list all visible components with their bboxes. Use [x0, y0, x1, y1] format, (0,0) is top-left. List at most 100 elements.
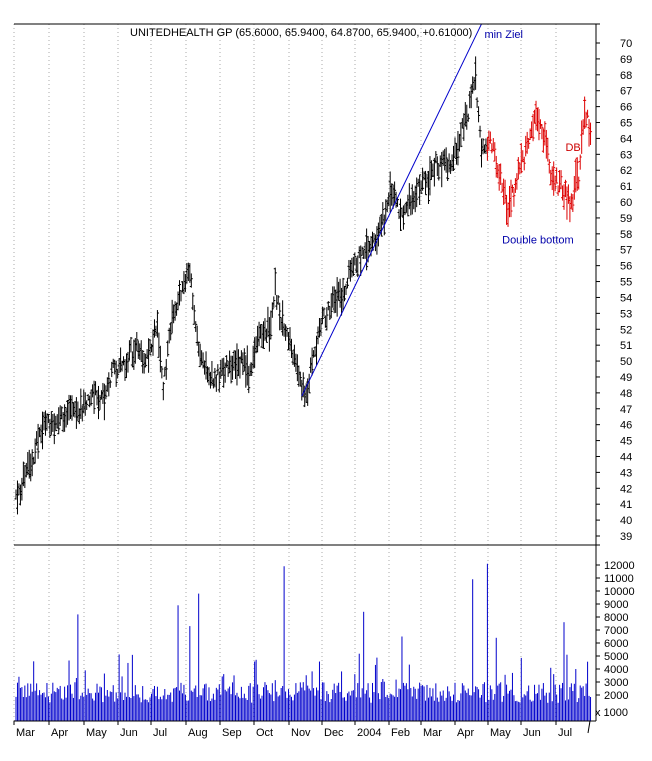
ohlc-bar: [475, 97, 479, 108]
ohlc-bar: [515, 173, 519, 190]
ohlc-bar: [36, 423, 40, 459]
ohlc-bar: [104, 385, 108, 400]
price-tick-label: 70: [620, 38, 632, 50]
price-tick-label: 53: [620, 308, 632, 320]
ohlc-bar: [341, 277, 345, 312]
ohlc-bar: [328, 305, 332, 320]
volume-tick-label: 5000: [604, 651, 628, 663]
ohlc-bar: [477, 106, 481, 123]
price-tick-label: 58: [620, 229, 632, 241]
ohlc-bar: [141, 350, 145, 374]
ohlc-bar: [577, 176, 581, 190]
ohlc-bar: [79, 388, 83, 419]
ohlc-bar: [499, 163, 503, 185]
price-tick-label: 67: [620, 86, 632, 98]
price-bars: [14, 56, 593, 515]
ohlc-bar: [49, 411, 53, 435]
month-label: Jun: [523, 727, 541, 739]
price-tick-label: 46: [620, 420, 632, 432]
ohlc-bar: [559, 170, 563, 190]
ohlc-bar: [129, 336, 133, 353]
month-label: Dec: [324, 727, 344, 739]
ohlc-bar: [126, 351, 130, 373]
price-tick-label: 60: [620, 197, 632, 209]
ohlc-bar: [214, 374, 218, 392]
ohlc-bar: [197, 341, 201, 357]
price-tick-label: 47: [620, 404, 632, 416]
ohlc-bar: [89, 389, 93, 406]
ohlc-bar: [586, 109, 590, 119]
volume-bars: [15, 563, 592, 721]
ohlc-bar: [144, 353, 148, 368]
ohlc-bar: [490, 143, 494, 154]
ohlc-bar: [512, 188, 516, 207]
month-label: Apr: [457, 727, 474, 739]
month-label: Nov: [291, 727, 311, 739]
support-trendline: [301, 23, 482, 397]
ohlc-bar: [543, 121, 547, 146]
ohlc-bar: [48, 418, 52, 438]
volume-tick-label: 12000: [604, 560, 635, 572]
ohlc-bar: [466, 113, 470, 122]
ohlc-bar: [270, 302, 274, 318]
ohlc-bar: [589, 122, 593, 145]
ohlc-bar: [493, 142, 497, 162]
price-tick-label: 64: [620, 133, 632, 145]
ohlc-bar: [194, 321, 198, 332]
ohlc-bar: [435, 156, 439, 177]
price-tick-label: 65: [620, 118, 632, 130]
month-label: Apr: [51, 727, 68, 739]
month-label: Mar: [423, 727, 442, 739]
price-tick-label: 66: [620, 102, 632, 114]
month-label: Jul: [558, 727, 572, 739]
ohlc-bar: [108, 379, 112, 388]
ohlc-bar: [415, 177, 419, 208]
ohlc-bar: [456, 130, 460, 166]
volume-tick-label: 3000: [604, 677, 628, 689]
ohlc-bar: [272, 296, 276, 308]
price-tick-label: 61: [620, 181, 632, 193]
price-tick-label: 59: [620, 213, 632, 225]
ohlc-bar: [158, 345, 162, 373]
ohlc-bar: [284, 324, 288, 341]
ohlc-bar: [102, 383, 106, 421]
price-tick-label: 51: [620, 340, 632, 352]
price-tick-label: 45: [620, 436, 632, 448]
month-label: Sep: [222, 727, 242, 739]
month-label: Jun: [120, 727, 138, 739]
ohlc-bar: [155, 310, 159, 338]
price-tick-label: 39: [620, 531, 632, 543]
ohlc-bar: [575, 157, 579, 191]
ohlc-bar: [229, 355, 233, 384]
ohlc-bar: [459, 122, 463, 148]
ohlc-bar: [310, 347, 314, 376]
ohlc-bar: [571, 194, 575, 213]
ohlc-bar: [421, 167, 425, 191]
ohlc-bar: [116, 369, 120, 379]
chart-annotation: min Ziel: [484, 29, 523, 41]
price-tick-label: 44: [620, 451, 632, 463]
ohlc-bar: [30, 449, 34, 477]
ohlc-bar: [494, 155, 498, 178]
volume-tick-label: 4000: [604, 664, 628, 676]
price-tick-label: 54: [620, 292, 632, 304]
ohlc-bar: [424, 170, 428, 196]
volume-tick-label: 7000: [604, 625, 628, 637]
ohlc-bar: [164, 358, 168, 380]
ohlc-bar: [278, 302, 282, 331]
month-label: May: [86, 727, 107, 739]
month-label: Mar: [16, 727, 35, 739]
ohlc-bar: [326, 301, 330, 311]
ohlc-bar: [379, 213, 383, 237]
ohlc-bar: [325, 307, 329, 331]
ohlc-bar: [546, 137, 550, 162]
ohlc-bar: [563, 179, 567, 198]
ohlc-bar: [169, 322, 173, 341]
price-tick-label: 62: [620, 165, 632, 177]
price-tick-label: 50: [620, 356, 632, 368]
ohlc-bar: [578, 154, 582, 170]
month-label: Aug: [188, 727, 208, 739]
ohlc-bar: [33, 438, 37, 464]
ohlc-bar: [547, 159, 551, 174]
price-tick-label: 52: [620, 324, 632, 336]
